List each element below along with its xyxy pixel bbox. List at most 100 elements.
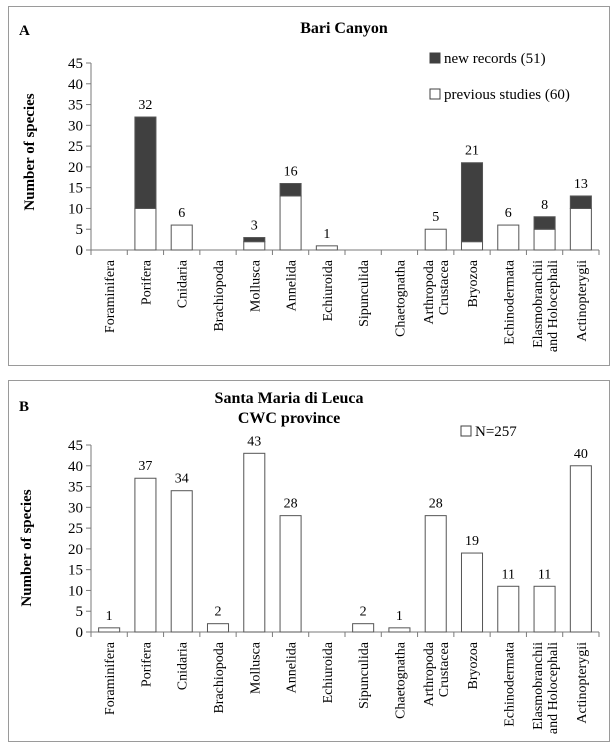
y-tick-label: 40 bbox=[68, 459, 83, 475]
legend: new records (51) previous studies (60) bbox=[429, 51, 570, 103]
panel-letter: B bbox=[19, 399, 29, 415]
data-label: 21 bbox=[465, 144, 479, 159]
data-label: 6 bbox=[178, 206, 185, 221]
data-label: 6 bbox=[505, 206, 512, 221]
x-tick-label: Bryozoa bbox=[466, 641, 481, 689]
data-label: 8 bbox=[541, 198, 548, 213]
x-tick-label: Foraminifera bbox=[103, 641, 118, 715]
legend-label-new-records: new records (51) bbox=[444, 51, 546, 67]
y-tick-label: 0 bbox=[76, 243, 84, 259]
y-tick-label: 15 bbox=[68, 181, 83, 197]
bar-new-records-51-bryozoa bbox=[460, 162, 484, 243]
bar-previous-studies-60-cnidaria bbox=[170, 224, 193, 251]
x-tick-label: Echiuroida bbox=[321, 259, 336, 321]
data-label: 1 bbox=[323, 227, 330, 242]
x-tick-label: Foraminifera bbox=[103, 259, 118, 333]
x-tick-label: Elasmobranchiiand Holocephali bbox=[531, 642, 561, 734]
data-label: 3 bbox=[251, 219, 258, 234]
y-tick-label: 45 bbox=[68, 438, 83, 454]
bar-n-257-porifera bbox=[134, 477, 157, 633]
panel-b: B Santa Maria di Leuca CWC province Numb… bbox=[8, 380, 610, 742]
x-tick-label: ArthropodaCrustacea bbox=[422, 259, 452, 324]
x-tick-label: Porifera bbox=[139, 259, 154, 305]
data-label: 43 bbox=[247, 434, 261, 449]
x-tick-label: Annelida bbox=[285, 259, 300, 311]
x-tick-label: Sipunculida bbox=[357, 641, 372, 709]
x-tick-label: Actinopterygii bbox=[575, 642, 590, 724]
data-label: 19 bbox=[465, 534, 479, 549]
y-axis-label: Number of species bbox=[19, 489, 35, 606]
y-tick-label: 5 bbox=[76, 604, 84, 620]
y-tick-label: 40 bbox=[68, 77, 83, 93]
x-tick-label: Porifera bbox=[139, 641, 154, 687]
bar-new-records-51-annelida bbox=[279, 183, 302, 197]
bar-previous-studies-60-mollusca bbox=[243, 241, 266, 251]
data-label: 1 bbox=[396, 609, 403, 624]
bar-previous-studies-60-bryozoa bbox=[460, 241, 484, 251]
bar-previous-studies-60-elasmobranchii-and-holocephali bbox=[533, 228, 556, 251]
bar-n-257-echinodermata bbox=[497, 585, 520, 633]
data-label: 32 bbox=[138, 98, 152, 113]
data-label: 11 bbox=[502, 567, 515, 582]
chart-title: Bari Canyon bbox=[300, 20, 388, 37]
x-tick-label: Bryozoa bbox=[466, 259, 481, 307]
x-tick-label: Chaetognatha bbox=[393, 641, 408, 719]
bar-n-257-mollusca bbox=[243, 452, 266, 633]
data-label: 28 bbox=[284, 497, 298, 512]
y-tick-label: 30 bbox=[68, 118, 83, 134]
x-tick-label: Chaetognatha bbox=[393, 259, 408, 337]
data-label: 11 bbox=[538, 567, 551, 582]
bar-previous-studies-60-arthropoda-crustacea bbox=[424, 228, 447, 251]
x-tick-label: Elasmobranchiiand Holocephali bbox=[531, 260, 561, 352]
bar-new-records-51-actinopterygii bbox=[569, 195, 592, 209]
y-tick-label: 25 bbox=[68, 139, 83, 155]
x-tick-label: ArthropodaCrustacea bbox=[422, 641, 452, 706]
bar-n-257-arthropoda-crustacea bbox=[424, 515, 447, 633]
data-label: 34 bbox=[175, 472, 189, 487]
bar-n-257-elasmobranchii-and-holocephali bbox=[533, 585, 556, 633]
bar-n-257-cnidaria bbox=[170, 490, 193, 633]
bari-canyon-chart: A Bari Canyon Number of species new reco… bbox=[19, 20, 600, 352]
y-tick-label: 25 bbox=[68, 521, 83, 537]
bar-previous-studies-60-echiuroida bbox=[315, 245, 338, 251]
y-tick-label: 35 bbox=[68, 98, 83, 114]
bar-n-257-bryozoa bbox=[460, 552, 484, 633]
bar-n-257-sipunculida bbox=[352, 623, 375, 633]
plot-area: 051015202530354045Foraminifera32Porifera… bbox=[68, 56, 600, 352]
y-tick-label: 10 bbox=[68, 201, 83, 217]
legend-swatch bbox=[460, 425, 472, 437]
bar-n-257-chaetognatha bbox=[388, 627, 411, 633]
bar-n-257-foraminifera bbox=[98, 627, 121, 633]
legend-swatch-new-records bbox=[429, 52, 441, 64]
y-tick-label: 20 bbox=[68, 160, 83, 176]
bar-n-257-brachiopoda bbox=[206, 623, 230, 633]
data-label: 2 bbox=[215, 605, 222, 620]
legend: N=257 bbox=[460, 424, 517, 440]
panel-letter: A bbox=[19, 23, 30, 39]
bar-new-records-51-mollusca bbox=[243, 237, 266, 243]
x-tick-label: Mollusca bbox=[248, 641, 263, 694]
data-label: 1 bbox=[106, 609, 113, 624]
data-label: 2 bbox=[360, 605, 367, 620]
bar-previous-studies-60-echinodermata bbox=[497, 224, 520, 251]
x-tick-label: Cnidaria bbox=[176, 641, 191, 690]
y-tick-label: 15 bbox=[68, 563, 83, 579]
x-tick-label: Actinopterygii bbox=[575, 260, 590, 342]
y-tick-label: 5 bbox=[76, 222, 84, 238]
legend-label-previous-studies: previous studies (60) bbox=[444, 87, 570, 103]
bar-new-records-51-porifera bbox=[134, 116, 157, 209]
data-label: 5 bbox=[432, 210, 439, 225]
data-label: 40 bbox=[574, 447, 588, 462]
plot-area: 0 5 10 15 20 25 30 35 40 45 1 Foraminifera 37 Porifer… bbox=[68, 434, 600, 734]
x-tick-label: Brachiopoda bbox=[212, 641, 227, 713]
legend-label: N=257 bbox=[475, 424, 517, 440]
panel-a: A Bari Canyon Number of species new reco… bbox=[8, 6, 610, 366]
santa-maria-di-leuca-chart: B Santa Maria di Leuca CWC province Numb… bbox=[19, 390, 600, 734]
y-tick-label: 35 bbox=[68, 480, 83, 496]
bar-n-257-annelida bbox=[279, 515, 302, 633]
bar-new-records-51-elasmobranchii-and-holocephali bbox=[533, 216, 556, 230]
data-label: 37 bbox=[138, 459, 152, 474]
x-tick-label: Brachiopoda bbox=[212, 259, 227, 331]
data-label: 13 bbox=[574, 177, 588, 192]
data-label: 28 bbox=[429, 497, 443, 512]
